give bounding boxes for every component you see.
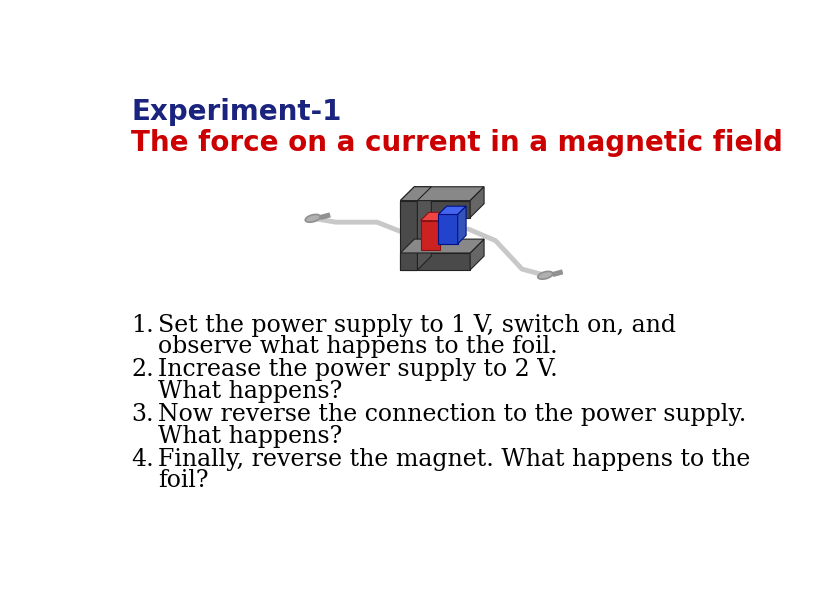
Polygon shape: [401, 239, 484, 253]
Text: foil?: foil?: [157, 470, 208, 492]
Polygon shape: [401, 253, 470, 270]
Text: 3.: 3.: [131, 403, 154, 426]
Text: Now reverse the connection to the power supply.: Now reverse the connection to the power …: [157, 403, 746, 426]
Polygon shape: [438, 215, 458, 244]
Text: Set the power supply to 1 V, switch on, and: Set the power supply to 1 V, switch on, …: [157, 314, 676, 337]
Polygon shape: [470, 239, 484, 270]
Text: Increase the power supply to 2 V.: Increase the power supply to 2 V.: [157, 359, 557, 381]
Text: What happens?: What happens?: [157, 425, 342, 447]
Polygon shape: [438, 206, 466, 215]
Ellipse shape: [305, 215, 321, 223]
Text: Finally, reverse the magnet. What happens to the: Finally, reverse the magnet. What happen…: [157, 447, 750, 471]
Text: What happens?: What happens?: [157, 380, 342, 403]
Text: 1.: 1.: [131, 314, 154, 337]
Text: Experiment-1: Experiment-1: [131, 98, 342, 126]
Polygon shape: [470, 187, 484, 218]
Polygon shape: [401, 187, 484, 200]
Polygon shape: [420, 221, 440, 250]
Polygon shape: [458, 206, 466, 244]
Text: 2.: 2.: [131, 359, 154, 381]
Ellipse shape: [538, 272, 553, 279]
Text: 4.: 4.: [131, 447, 154, 471]
Polygon shape: [418, 187, 432, 270]
Polygon shape: [420, 212, 448, 221]
Polygon shape: [401, 187, 432, 200]
Text: observe what happens to the foil.: observe what happens to the foil.: [157, 335, 557, 359]
Text: The force on a current in a magnetic field: The force on a current in a magnetic fie…: [131, 129, 783, 157]
Polygon shape: [401, 200, 470, 218]
Polygon shape: [401, 200, 418, 270]
